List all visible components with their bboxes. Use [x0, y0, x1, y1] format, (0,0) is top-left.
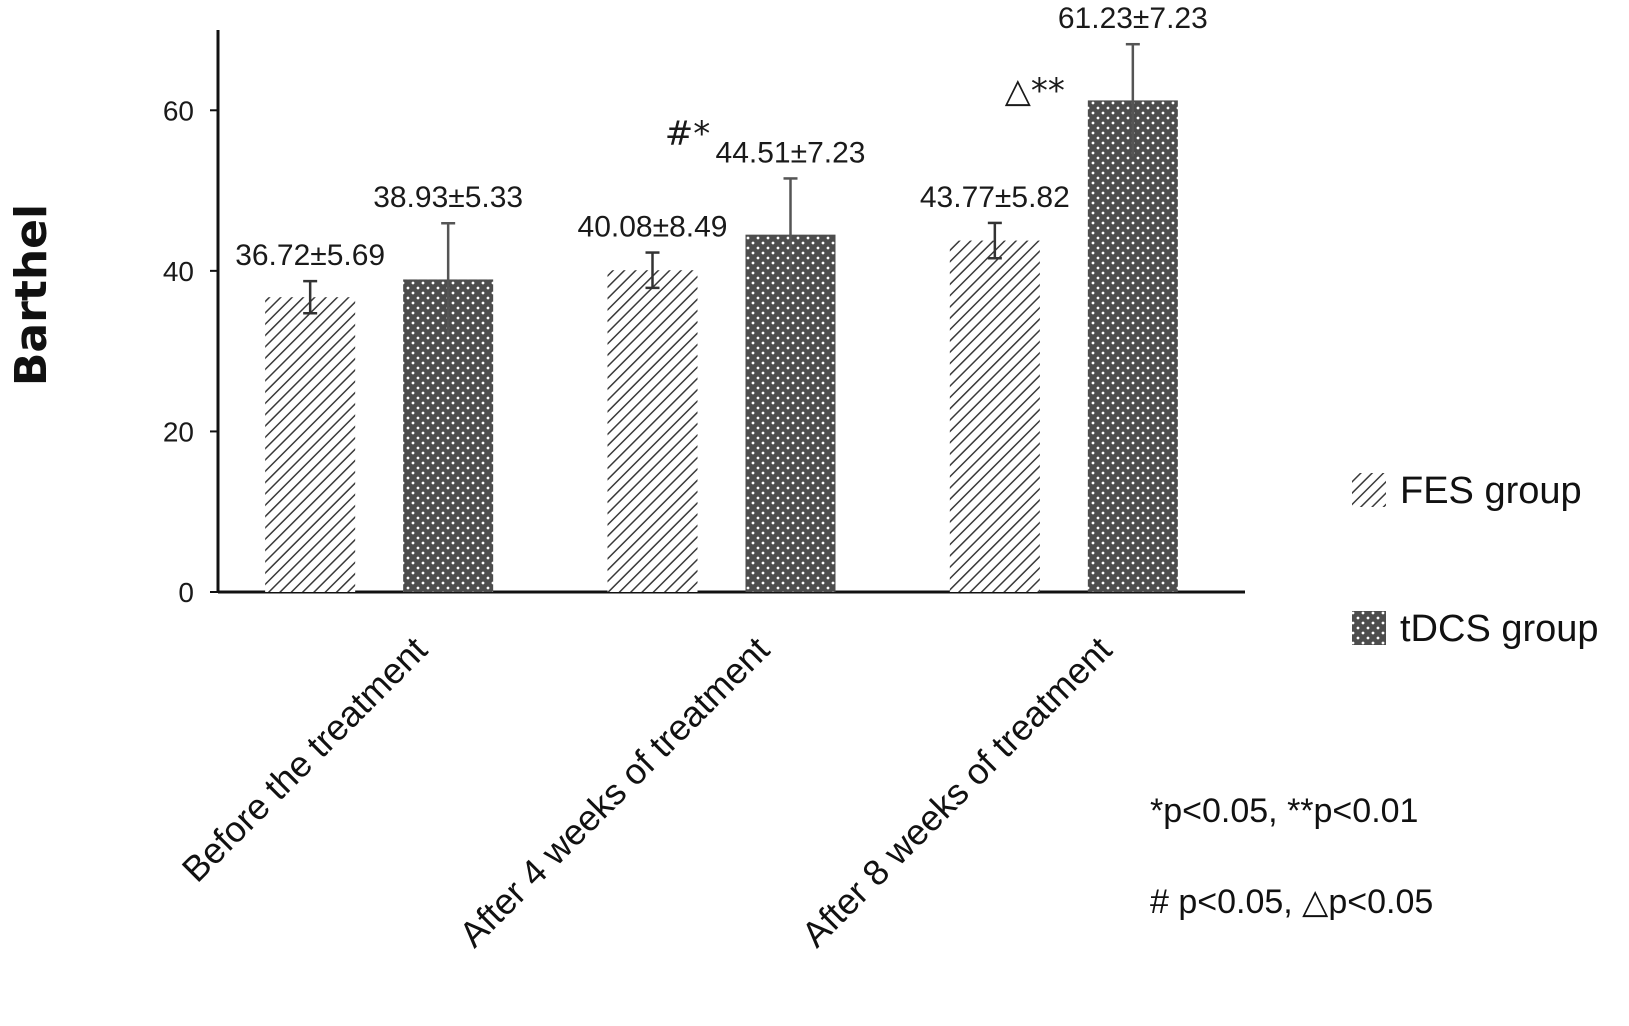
- x-category-label: After 4 weeks of treatment: [451, 629, 777, 955]
- bar-tdcs: [745, 234, 836, 592]
- legend-item-fes: FES group: [1352, 470, 1582, 512]
- bar-fes: [949, 240, 1040, 593]
- significance-note-2: # p<0.05, △p<0.05: [1150, 883, 1433, 921]
- x-category-label: Before the treatment: [174, 629, 435, 890]
- bars: [265, 42, 1178, 593]
- legend-label-fes: FES group: [1400, 470, 1582, 512]
- bar-fes: [265, 297, 356, 592]
- legend-label-tdcs: tDCS group: [1400, 608, 1599, 650]
- significance-marker: △**: [1005, 71, 1065, 111]
- data-label: 38.93±5.33: [373, 181, 523, 214]
- legend: FES group tDCS group: [1352, 470, 1599, 650]
- data-label: 43.77±5.82: [920, 181, 1070, 214]
- data-label: 40.08±8.49: [578, 211, 728, 244]
- y-axis: 0 20 40 60: [163, 30, 1245, 608]
- y-axis-label: Barthel: [6, 204, 57, 386]
- legend-item-tdcs: tDCS group: [1352, 608, 1599, 650]
- category-labels: Before the treatment After 4 weeks of tre…: [174, 629, 1120, 955]
- significance-marker: #*: [665, 114, 711, 154]
- legend-swatch-tdcs: [1352, 611, 1386, 645]
- bar-fes: [607, 270, 698, 592]
- y-tick-label: 40: [163, 256, 194, 287]
- data-label: 44.51±7.23: [716, 136, 866, 169]
- y-tick-label: 60: [163, 95, 194, 126]
- x-category-label: After 8 weeks of treatment: [793, 629, 1119, 955]
- legend-swatch-fes: [1352, 473, 1386, 507]
- y-tick-label: 0: [178, 577, 194, 608]
- y-tick-label: 20: [163, 416, 194, 447]
- bar-tdcs: [1087, 100, 1178, 592]
- data-label: 61.23±7.23: [1058, 2, 1208, 35]
- data-labels: 36.72±5.69 38.93±5.33 40.08±8.49 44.51±7.23…: [235, 2, 1208, 272]
- data-label: 36.72±5.69: [235, 239, 385, 272]
- significance-note-1: *p<0.05, **p<0.01: [1150, 792, 1418, 830]
